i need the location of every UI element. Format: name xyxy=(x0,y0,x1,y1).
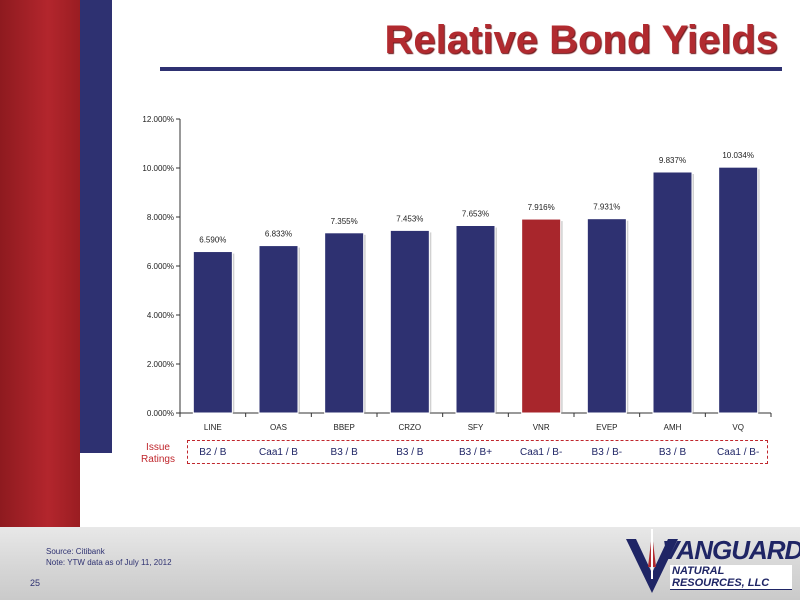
x-tick-label: LINE xyxy=(204,423,222,432)
issue-ratings-label: Issue Ratings xyxy=(141,442,175,465)
data-label: 6.833% xyxy=(265,230,292,239)
x-tick-label: EVEP xyxy=(596,423,617,432)
x-tick-label: SFY xyxy=(468,423,484,432)
chart-labels: 6.590% LINE 6.833% OAS 7.355% BBEP 7.453% CRZO 7… xyxy=(199,151,754,432)
bar-evep xyxy=(586,218,627,414)
y-tick-label: 10.000% xyxy=(142,164,174,173)
x-tick-label: BBEP xyxy=(333,423,354,432)
data-label: 10.034% xyxy=(722,151,754,160)
y-tick-label: 0.000% xyxy=(147,409,174,418)
data-label: 7.355% xyxy=(331,217,358,226)
y-tick-label: 6.000% xyxy=(147,262,174,271)
source-line: Source: Citibank xyxy=(46,547,105,556)
bar-sfy xyxy=(455,225,496,414)
x-tick-label: VQ xyxy=(732,423,744,432)
bar-vq xyxy=(718,166,759,414)
data-label: 7.931% xyxy=(593,203,620,212)
vanguard-logo: VANGUARD NATURAL RESOURCES, LLC xyxy=(622,527,800,597)
issue-rating: Caa1 / B- xyxy=(717,447,760,458)
page-number: 25 xyxy=(30,578,41,588)
source-note: Source: Citibank Note: YTW data as of Ju… xyxy=(46,546,172,568)
y-tick-label: 8.000% xyxy=(147,213,174,222)
x-tick-label: OAS xyxy=(270,423,287,432)
data-label: 9.837% xyxy=(659,156,686,165)
ratings-box xyxy=(187,440,768,464)
issue-rating: B2 / B xyxy=(199,447,227,458)
x-tick-label: VNR xyxy=(533,423,550,432)
data-label: 7.453% xyxy=(396,214,423,223)
logo-v-mark-icon xyxy=(626,529,678,593)
note-line: Note: YTW data as of July 11, 2012 xyxy=(46,558,172,567)
bar-crzo xyxy=(389,229,430,414)
bar-amh xyxy=(652,171,693,414)
bar-line xyxy=(192,251,233,414)
x-tick-label: CRZO xyxy=(398,423,421,432)
issue-rating: Caa1 / B- xyxy=(520,447,563,458)
issue-rating: Caa1 / B xyxy=(259,447,298,458)
y-tick-label: 4.000% xyxy=(147,311,174,320)
data-label: 6.590% xyxy=(199,236,226,245)
issue-rating: B3 / B+ xyxy=(458,447,493,458)
title-rule xyxy=(160,67,782,71)
bar-vnr xyxy=(521,218,562,414)
issue-rating: B3 / B- xyxy=(591,447,623,458)
issue-rating: B3 / B xyxy=(396,447,424,458)
bar-bbep xyxy=(324,232,365,414)
chart-bars xyxy=(192,166,760,414)
logo-subtitle: NATURAL RESOURCES, LLC xyxy=(670,565,792,590)
y-tick-label: 2.000% xyxy=(147,360,174,369)
bar-oas xyxy=(258,245,299,414)
x-tick-label: AMH xyxy=(664,423,682,432)
left-blue-band xyxy=(80,0,112,453)
issue-rating: B3 / B xyxy=(658,447,687,458)
issue-rating: B3 / B xyxy=(330,447,358,458)
logo-wordmark: VANGUARD xyxy=(662,535,800,565)
y-tick-label: 12.000% xyxy=(142,115,174,124)
footer-band xyxy=(0,527,800,600)
left-red-band xyxy=(0,0,80,540)
data-label: 7.653% xyxy=(462,210,489,219)
data-label: 7.916% xyxy=(528,203,555,212)
slide-title: Relative Bond Yields xyxy=(384,18,778,62)
